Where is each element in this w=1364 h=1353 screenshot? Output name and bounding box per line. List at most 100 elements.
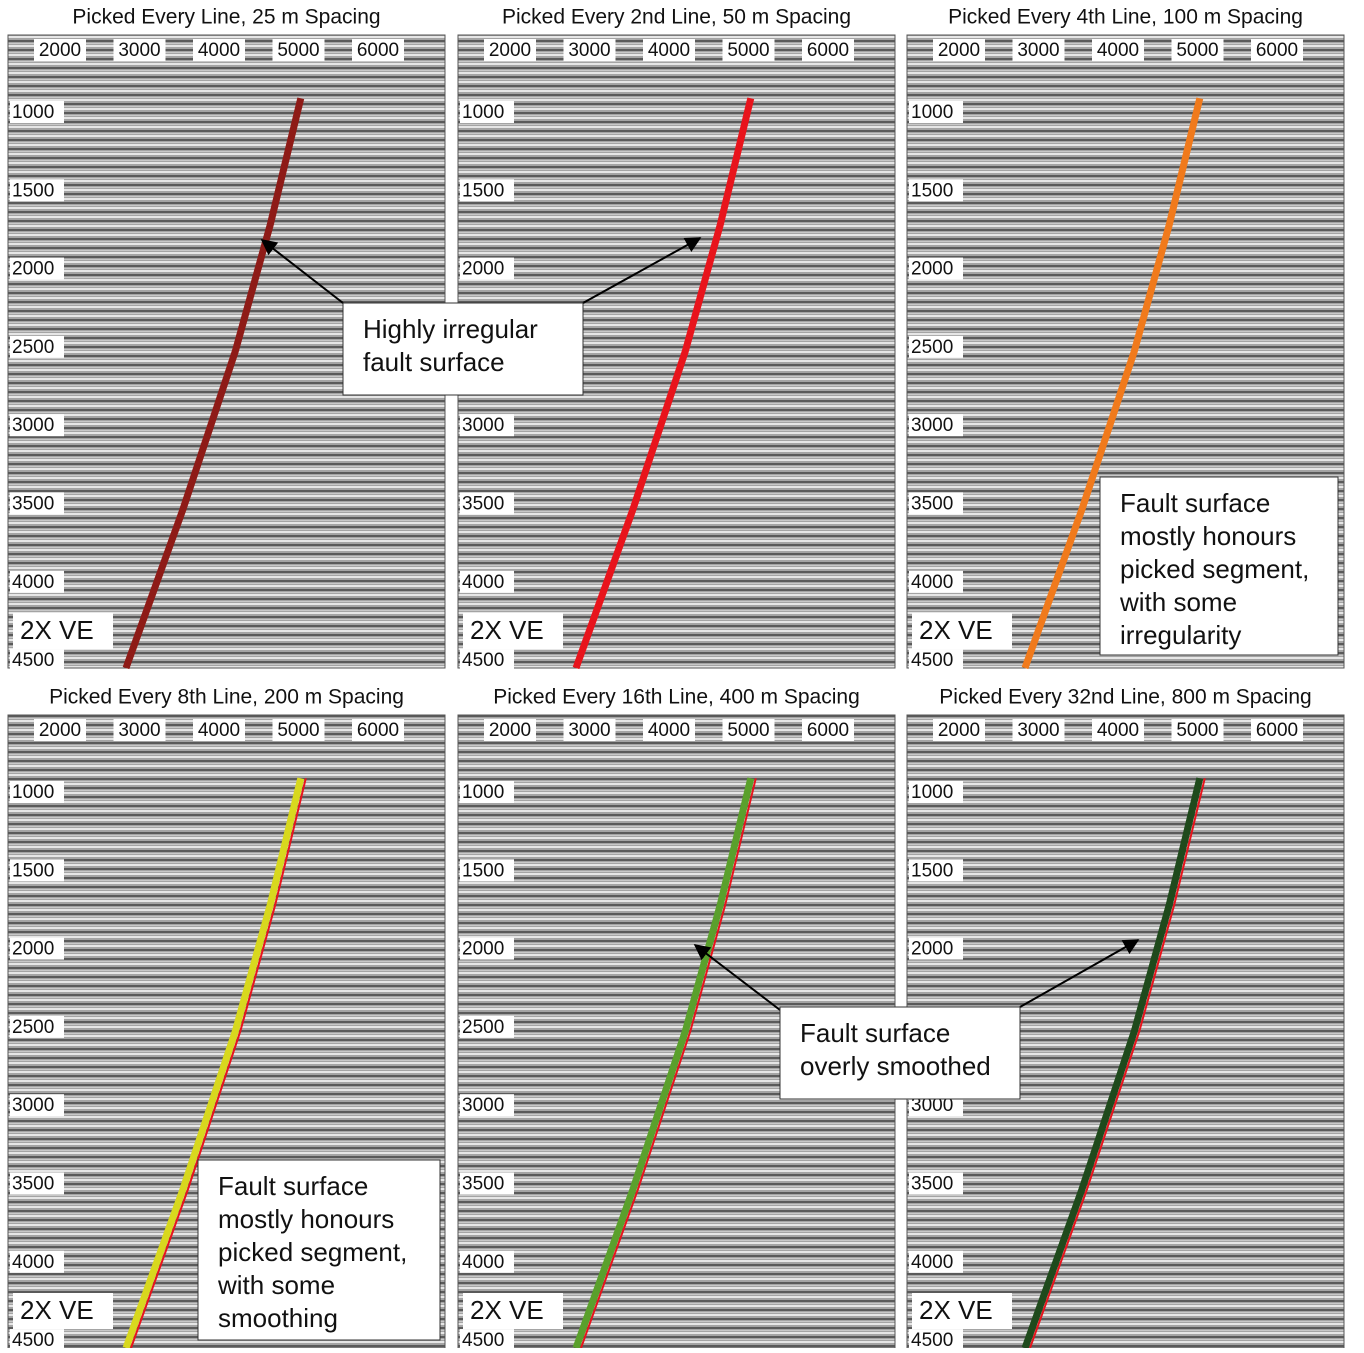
y-tick-label: 1000 [911,102,953,123]
annotation-text: smoothing [218,1303,338,1333]
x-tick-label: 6000 [807,40,849,61]
fault-surface [122,777,305,1350]
fault-surface [572,777,755,1350]
x-tick-label: 3000 [1017,40,1059,61]
tick-label-bg [10,1015,64,1038]
y-tick-label: 2500 [462,1017,504,1038]
y-tick-label: 2000 [911,259,953,280]
tick-label-bg [10,859,64,882]
x-tick-label: 5000 [277,40,319,61]
tick-label-bg [460,101,514,123]
tick-label-bg [1012,719,1065,741]
tick-label-bg [10,101,64,123]
tick-label-bg [10,937,64,960]
y-tick-label: 4000 [12,1252,54,1273]
tick-label-bg [34,39,86,61]
x-tick-label: 4000 [1097,720,1139,741]
ve-label: 2X VE [470,1295,544,1325]
y-tick-label: 4000 [911,1252,953,1273]
tick-label-bg [352,39,404,61]
fault-surface [1021,777,1204,1350]
y-tick-label: 3000 [911,415,953,436]
y-tick-label: 4000 [462,1252,504,1273]
annotation-text: picked segment, [218,1237,407,1267]
ve-bg [463,613,563,649]
tick-label-bg [193,719,245,741]
tick-label-bg [802,39,854,61]
ve-bg [912,1293,1012,1329]
y-tick-label: 3000 [12,415,54,436]
tick-label-bg [10,179,64,202]
ve-label: 2X VE [20,615,94,645]
x-tick-label: 6000 [807,720,849,741]
annotation-box [1099,476,1339,656]
tick-label-bg [563,719,616,741]
y-tick-label: 1500 [462,180,504,201]
tick-label-bg [909,101,963,123]
tick-label-bg [34,719,86,741]
tick-label-bg [460,937,514,960]
panel-title: Picked Every Line, 25 m Spacing [72,6,380,29]
tick-label-bg [460,1015,514,1038]
tick-label-bg [10,257,64,280]
x-tick-label: 2000 [39,720,81,741]
y-tick-label: 4500 [462,650,504,671]
tick-label-bg [113,719,166,741]
tick-label-bg [484,719,536,741]
tick-label-bg [909,1329,963,1352]
panel-title: Picked Every 4th Line, 100 m Spacing [948,6,1303,29]
x-tick-label: 5000 [277,720,319,741]
annotation-text: overly smoothed [800,1051,991,1081]
tick-label-bg [909,1250,963,1273]
panel-title: Picked Every 16th Line, 400 m Spacing [493,686,860,709]
y-tick-label: 1500 [462,860,504,881]
tick-label-bg [460,781,514,803]
tick-label-bg [1092,719,1144,741]
annotation-box [197,1159,441,1341]
y-tick-label: 4000 [911,572,953,593]
tick-label-bg [460,1329,514,1352]
annotation-text: mostly honours [1120,521,1296,551]
x-tick-label: 5000 [727,40,769,61]
tick-label-bg [909,649,963,672]
arrow [693,944,781,1011]
tick-label-bg [909,257,963,280]
x-tick-label: 4000 [198,720,240,741]
tick-label-bg [1251,719,1303,741]
tick-label-bg [460,570,514,593]
x-tick-label: 4000 [648,40,690,61]
y-tick-label: 1000 [12,782,54,803]
x-tick-label: 4000 [198,40,240,61]
y-tick-label: 3500 [462,1174,504,1195]
panel-title: Picked Every 8th Line, 200 m Spacing [49,686,404,709]
y-tick-label: 4500 [12,650,54,671]
tick-label-bg [10,649,64,672]
tick-label-bg [563,39,616,61]
x-tick-label: 3000 [118,720,160,741]
annotation-text: fault surface [363,347,505,377]
tick-label-bg [933,719,985,741]
tick-label-bg [909,335,963,358]
tick-label-bg [10,1250,64,1273]
tick-label-bg [643,39,695,61]
tick-label-bg [10,570,64,593]
panel-title: Picked Every 32nd Line, 800 m Spacing [939,686,1311,709]
ve-bg [912,613,1012,649]
x-tick-label: 3000 [568,720,610,741]
x-tick-label: 2000 [489,40,531,61]
ve-label: 2X VE [919,615,993,645]
arrow [260,239,344,304]
x-tick-label: 5000 [1176,720,1218,741]
tick-label-bg [460,1250,514,1273]
tick-label-bg [10,1329,64,1352]
tick-label-bg [10,1172,64,1195]
y-tick-label: 4500 [12,1330,54,1348]
tick-label-bg [272,719,325,741]
x-tick-label: 4000 [1097,40,1139,61]
tick-label-bg [1251,39,1303,61]
x-tick-label: 5000 [727,720,769,741]
annotation-text: Fault surface [1120,488,1270,518]
y-tick-label: 2000 [911,939,953,960]
tick-label-bg [1012,39,1065,61]
ve-bg [13,1293,113,1329]
